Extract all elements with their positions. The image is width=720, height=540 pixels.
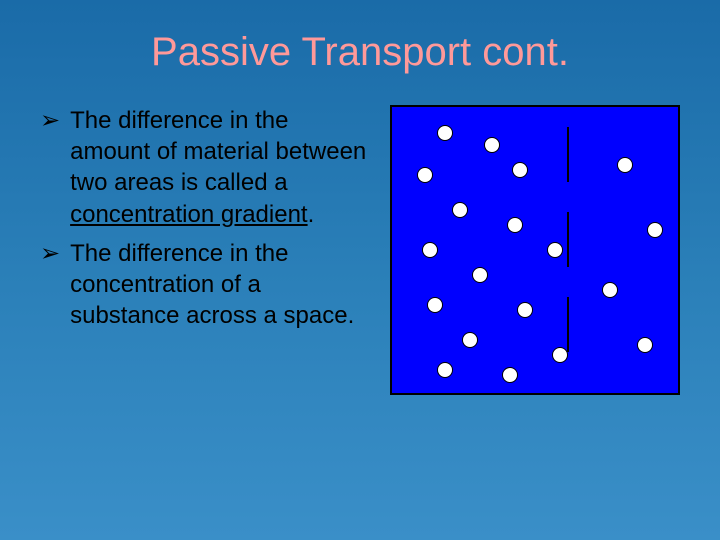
particle-left	[422, 242, 438, 258]
particle-left	[452, 202, 468, 218]
content-row: ➢ The difference in the amount of materi…	[40, 105, 680, 395]
particle-right	[602, 282, 618, 298]
particle-left	[462, 332, 478, 348]
concentration-diagram	[390, 105, 680, 395]
particle-left	[417, 167, 433, 183]
particle-left	[507, 217, 523, 233]
particle-left	[552, 347, 568, 363]
particle-left	[502, 367, 518, 383]
particle-right	[637, 337, 653, 353]
slide-title: Passive Transport cont.	[40, 30, 680, 75]
particle-left	[437, 125, 453, 141]
bullet-pre: The difference in the amount of material…	[70, 107, 366, 196]
particle-left	[427, 297, 443, 313]
bullet-list: ➢ The difference in the amount of materi…	[40, 105, 370, 339]
particle-right	[617, 157, 633, 173]
particle-left	[512, 162, 528, 178]
particle-left	[547, 242, 563, 258]
particle-left	[472, 267, 488, 283]
bullet-pre: The difference in the concentration of a…	[70, 240, 354, 329]
membrane-segment	[567, 212, 569, 267]
bullet-marker-icon: ➢	[40, 238, 60, 332]
slide: Passive Transport cont. ➢ The difference…	[0, 0, 720, 540]
particle-left	[437, 362, 453, 378]
membrane-segment	[567, 297, 569, 352]
bullet-item: ➢ The difference in the concentration of…	[40, 238, 370, 332]
membrane-segment	[567, 127, 569, 182]
particle-left	[517, 302, 533, 318]
bullet-item: ➢ The difference in the amount of materi…	[40, 105, 370, 230]
particle-left	[484, 137, 500, 153]
bullet-text: The difference in the concentration of a…	[70, 238, 370, 332]
particle-right	[647, 222, 663, 238]
bullet-marker-icon: ➢	[40, 105, 60, 230]
bullet-post: .	[308, 201, 315, 228]
bullet-underlined: concentration gradient	[70, 201, 308, 228]
bullet-text: The difference in the amount of material…	[70, 105, 370, 230]
